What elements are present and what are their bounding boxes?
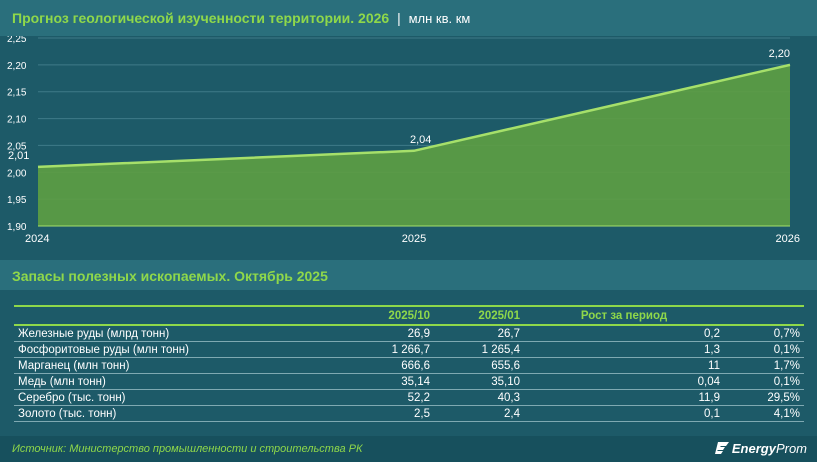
cell-growth-pct: 0,7% <box>724 325 804 342</box>
x-tick-label: 2026 <box>776 233 800 245</box>
cell-value-2025-10: 35,14 <box>314 373 434 390</box>
chart-title: Прогноз геологической изученности террит… <box>12 10 470 26</box>
cell-growth-abs: 11,9 <box>524 389 724 406</box>
source-note: Источник: Министерство промышленности и … <box>12 443 363 455</box>
brand-rest: Prom <box>775 441 807 456</box>
cell-growth-abs: 1,3 <box>524 341 724 358</box>
cell-name: Железные руды (млрд тонн) <box>14 325 314 342</box>
cell-growth-pct: 1,7% <box>724 357 804 374</box>
header-cell-name <box>14 305 314 326</box>
cell-growth-abs: 0,1 <box>524 405 724 422</box>
footer: Источник: Министерство промышленности и … <box>0 436 817 462</box>
x-tick-label: 2024 <box>25 233 49 245</box>
y-tick-label: 2,15 <box>7 88 27 99</box>
area-chart: 1,90 1,95 2,00 2,05 2,10 2,15 2,20 2,25 2,01 2,04… <box>7 36 800 245</box>
table-header-row: 2025/10 2025/01 Рост за период <box>14 305 804 326</box>
cell-value-2025-10: 26,9 <box>314 325 434 342</box>
cell-value-2025-01: 1 265,4 <box>434 341 524 358</box>
reserves-table: 2025/10 2025/01 Рост за период Железные … <box>14 305 804 422</box>
cell-value-2025-10: 52,2 <box>314 389 434 406</box>
brand-bold: Energy <box>731 441 776 456</box>
data-label: 2,20 <box>769 48 790 60</box>
cell-value-2025-01: 35,10 <box>434 373 524 390</box>
cell-name: Медь (млн тонн) <box>14 373 314 390</box>
cell-value-2025-01: 26,7 <box>434 325 524 342</box>
cell-value-2025-10: 2,5 <box>314 405 434 422</box>
cell-value-2025-10: 666,6 <box>314 357 434 374</box>
energyprom-logo-icon <box>714 442 729 454</box>
title-separator: | <box>397 10 401 26</box>
cell-name: Марганец (млн тонн) <box>14 357 314 374</box>
cell-value-2025-01: 655,6 <box>434 357 524 374</box>
cell-growth-abs: 0,2 <box>524 325 724 342</box>
brand-logo: EnergyProm <box>714 441 807 456</box>
y-tick-label: 1,95 <box>7 195 27 206</box>
y-tick-label: 2,05 <box>7 141 27 152</box>
table-row: Золото (тыс. тонн) 2,5 2,4 0,1 4,1% <box>14 405 804 422</box>
cell-growth-pct: 0,1% <box>724 373 804 390</box>
chart-title-text: Прогноз геологической изученности террит… <box>12 10 390 26</box>
cell-growth-pct: 29,5% <box>724 389 804 406</box>
cell-name: Серебро (тыс. тонн) <box>14 389 314 406</box>
table-row: Серебро (тыс. тонн) 52,2 40,3 11,9 29,5% <box>14 389 804 406</box>
cell-name: Золото (тыс. тонн) <box>14 405 314 422</box>
cell-name: Фосфоритовые руды (млн тонн) <box>14 341 314 358</box>
x-tick-label: 2025 <box>402 233 426 245</box>
cell-value-2025-01: 2,4 <box>434 405 524 422</box>
cell-growth-abs: 0,04 <box>524 373 724 390</box>
cell-growth-pct: 4,1% <box>724 405 804 422</box>
y-tick-label: 1,90 <box>7 222 27 233</box>
y-tick-label: 2,20 <box>7 61 27 72</box>
table-row: Марганец (млн тонн) 666,6 655,6 11 1,7% <box>14 357 804 374</box>
cell-value-2025-10: 1 266,7 <box>314 341 434 358</box>
header-cell-2025-01: 2025/01 <box>434 305 524 326</box>
table-row: Железные руды (млрд тонн) 26,9 26,7 0,2 0,7% <box>14 325 804 342</box>
data-label: 2,01 <box>8 150 29 162</box>
table-body: Железные руды (млрд тонн) 26,9 26,7 0,2 0,7%… <box>14 325 804 422</box>
cell-value-2025-01: 40,3 <box>434 389 524 406</box>
header-cell-growth: Рост за период <box>524 305 724 326</box>
y-tick-label: 2,25 <box>7 36 27 45</box>
chart-title-bar: Прогноз геологической изученности террит… <box>0 0 817 36</box>
header-cell-2025-10: 2025/10 <box>314 305 434 326</box>
data-label: 2,04 <box>410 134 431 146</box>
chart-unit: млн кв. км <box>408 11 471 26</box>
table-row: Медь (млн тонн) 35,14 35,10 0,04 0,1% <box>14 373 804 390</box>
table-title-bar: Запасы полезных ископаемых. Октябрь 2025 <box>0 260 817 290</box>
cell-growth-pct: 0,1% <box>724 341 804 358</box>
cell-growth-abs: 11 <box>524 357 724 374</box>
table-row: Фосфоритовые руды (млн тонн) 1 266,7 1 265… <box>14 341 804 358</box>
series-area <box>38 64 790 226</box>
table-title: Запасы полезных ископаемых. Октябрь 2025 <box>12 268 328 284</box>
header-cell-growth-pct <box>724 305 804 326</box>
series-line <box>37 63 791 169</box>
y-tick-label: 2,10 <box>7 115 27 126</box>
y-tick-label: 2,00 <box>7 168 27 179</box>
